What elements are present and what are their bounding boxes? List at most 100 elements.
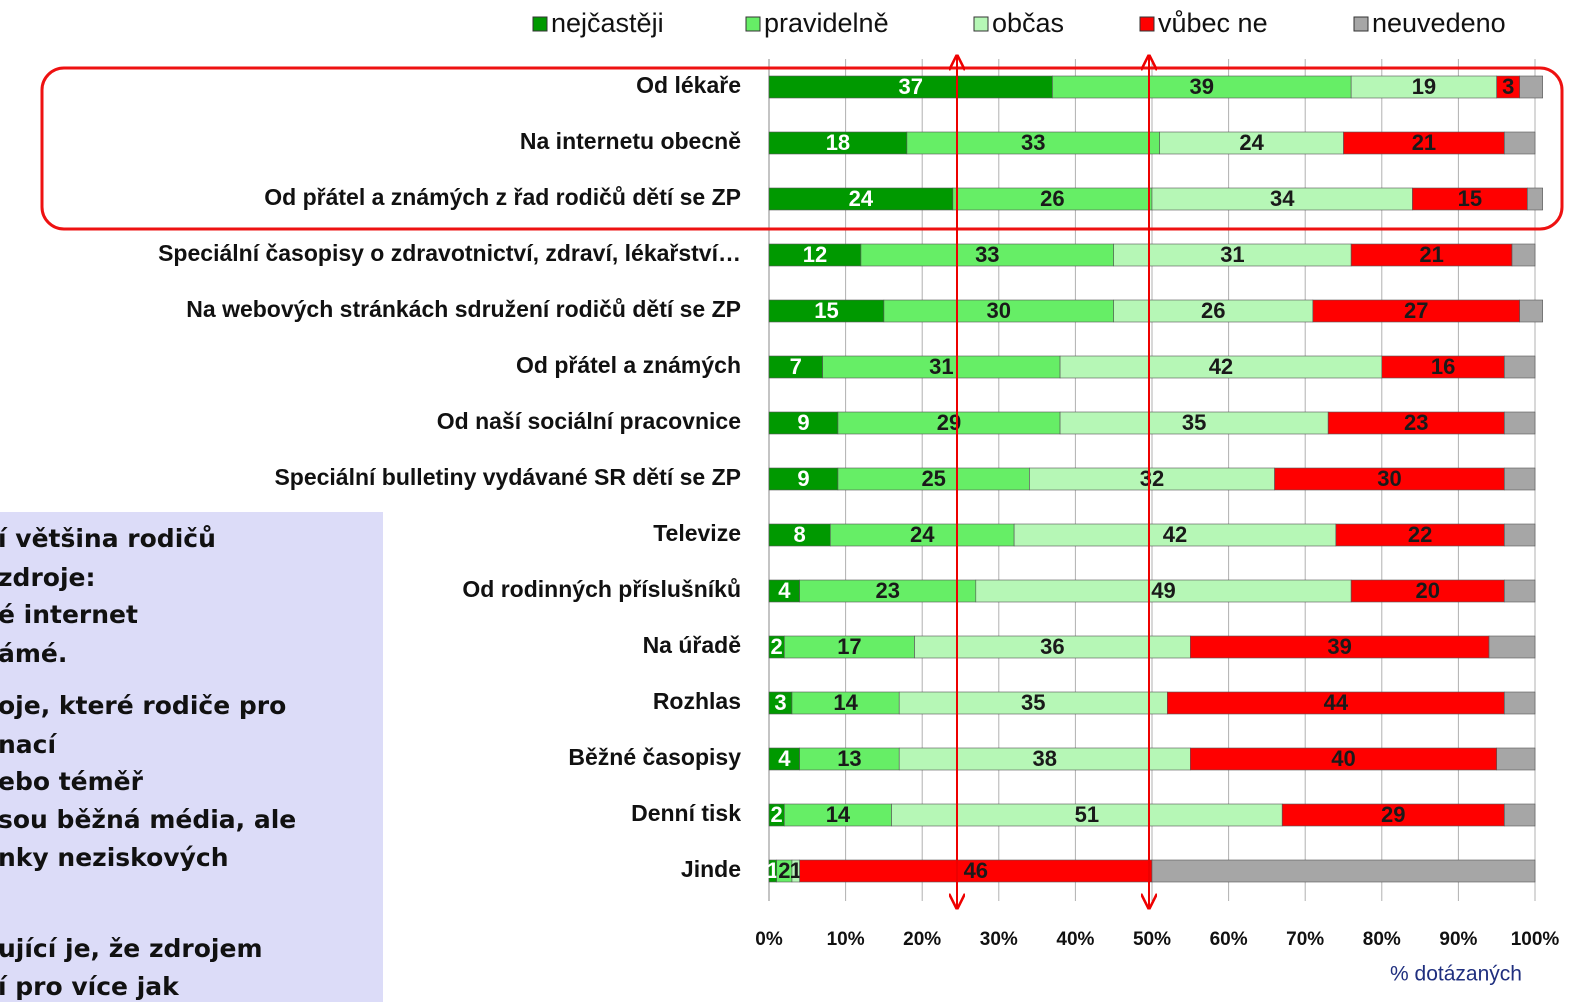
- y-tick-label: Jinde: [681, 856, 741, 882]
- data-label: 39: [1327, 634, 1351, 659]
- x-tick-label: 0%: [755, 929, 783, 950]
- x-tick-label: 90%: [1439, 929, 1477, 950]
- data-label: 29: [1381, 802, 1405, 827]
- data-label: 26: [1201, 298, 1225, 323]
- data-label: 9: [797, 410, 809, 435]
- x-tick-label: 40%: [1056, 929, 1094, 950]
- data-label: 23: [1404, 410, 1428, 435]
- data-label: 33: [975, 242, 999, 267]
- data-label: 49: [1151, 578, 1175, 603]
- legend-label: občas: [992, 8, 1064, 38]
- text-box-line: sou běžná média, ale: [0, 805, 296, 834]
- bar-segment: [1519, 75, 1543, 99]
- y-tick-label: Na internetu obecně: [520, 128, 741, 154]
- legend-label: neuvedeno: [1372, 8, 1506, 38]
- legend-label: nejčastěji: [551, 8, 664, 38]
- data-label: 24: [910, 522, 935, 547]
- data-label: 31: [929, 354, 953, 379]
- x-tick-label: 70%: [1286, 929, 1324, 950]
- data-label: 7: [790, 354, 802, 379]
- data-label: 30: [987, 298, 1011, 323]
- bar-segment: [1488, 635, 1536, 659]
- x-tick-label: 100%: [1511, 929, 1560, 950]
- bar-segment: [1504, 467, 1536, 491]
- data-label: 39: [1190, 74, 1214, 99]
- data-label: 38: [1033, 746, 1057, 771]
- data-label: 31: [1220, 242, 1244, 267]
- legend-swatch: [1353, 16, 1369, 32]
- data-label: 30: [1377, 466, 1401, 491]
- data-label: 40: [1331, 746, 1355, 771]
- data-label: 3: [1502, 74, 1514, 99]
- y-tick-label: Speciální bulletiny vydávané SR dětí se …: [274, 464, 741, 490]
- data-label: 21: [1412, 130, 1436, 155]
- data-label: 8: [794, 522, 806, 547]
- bar-segment: [1511, 243, 1536, 267]
- data-label: 36: [1040, 634, 1064, 659]
- data-label: 33: [1021, 130, 1045, 155]
- y-tick-label: Od rodinných příslušníků: [462, 576, 741, 602]
- bar-segment: [1496, 747, 1536, 771]
- x-tick-label: 50%: [1133, 929, 1171, 950]
- legend-swatch: [1139, 16, 1155, 32]
- data-label: 17: [837, 634, 861, 659]
- text-box-line: ebo téměř: [0, 767, 144, 796]
- text-box-line: nky neziskových: [0, 843, 229, 872]
- y-tick-label: Televize: [653, 520, 741, 546]
- data-label: 2: [771, 802, 783, 827]
- text-box-line: ující je, že zdrojem: [0, 934, 263, 963]
- data-label: 3: [774, 690, 786, 715]
- text-box: [0, 512, 383, 1002]
- data-label: 14: [826, 802, 851, 827]
- data-label: 15: [1458, 186, 1482, 211]
- bar-segment: [1519, 299, 1543, 323]
- y-tick-label: Rozhlas: [653, 688, 741, 714]
- data-label: 24: [1239, 130, 1264, 155]
- data-label: 4: [778, 746, 791, 771]
- bar-segment: [1504, 355, 1536, 379]
- data-label: 42: [1209, 354, 1233, 379]
- y-tick-label: Speciální časopisy o zdravotnictví, zdra…: [158, 240, 741, 266]
- data-label: 46: [964, 858, 988, 883]
- data-label: 21: [1419, 242, 1443, 267]
- bar-segment: [1504, 691, 1536, 715]
- data-label: 27: [1404, 298, 1428, 323]
- data-label: 20: [1416, 578, 1440, 603]
- legend-label: pravidelně: [764, 8, 889, 38]
- y-tick-label: Denní tisk: [631, 800, 741, 826]
- y-tick-label: Od přátel a známých: [516, 352, 741, 378]
- data-label: 2: [778, 858, 790, 883]
- data-label: 42: [1163, 522, 1187, 547]
- data-label: 25: [921, 466, 945, 491]
- text-box-line: nací: [0, 730, 57, 759]
- data-label: 35: [1021, 690, 1045, 715]
- x-tick-label: 80%: [1363, 929, 1401, 950]
- x-tick-label: 10%: [827, 929, 865, 950]
- y-tick-label: Od lékaře: [636, 72, 741, 98]
- legend-swatch: [745, 16, 761, 32]
- data-label: 19: [1412, 74, 1436, 99]
- x-tick-label: 20%: [903, 929, 941, 950]
- bar-segment: [1504, 523, 1536, 547]
- bar-segment: [1527, 187, 1543, 211]
- y-tick-label: Na webových stránkách sdružení rodičů dě…: [186, 296, 741, 322]
- data-label: 37: [898, 74, 922, 99]
- bar-segment: [1504, 411, 1536, 435]
- y-tick-label: Na úřadě: [643, 632, 741, 658]
- data-label: 1: [767, 858, 779, 883]
- data-label: 44: [1324, 690, 1349, 715]
- legend-swatch: [973, 16, 989, 32]
- axis-label: % dotázaných: [1390, 963, 1522, 986]
- bar-segment: [1504, 579, 1536, 603]
- y-tick-label: Od naší sociální pracovnice: [437, 408, 741, 434]
- x-tick-label: 60%: [1210, 929, 1248, 950]
- x-tick-label: 30%: [980, 929, 1018, 950]
- bar-segment: [1504, 131, 1536, 155]
- data-label: 12: [803, 242, 827, 267]
- data-label: 9: [797, 466, 809, 491]
- data-label: 51: [1075, 802, 1099, 827]
- data-label: 24: [849, 186, 874, 211]
- data-label: 15: [814, 298, 838, 323]
- data-label: 16: [1431, 354, 1455, 379]
